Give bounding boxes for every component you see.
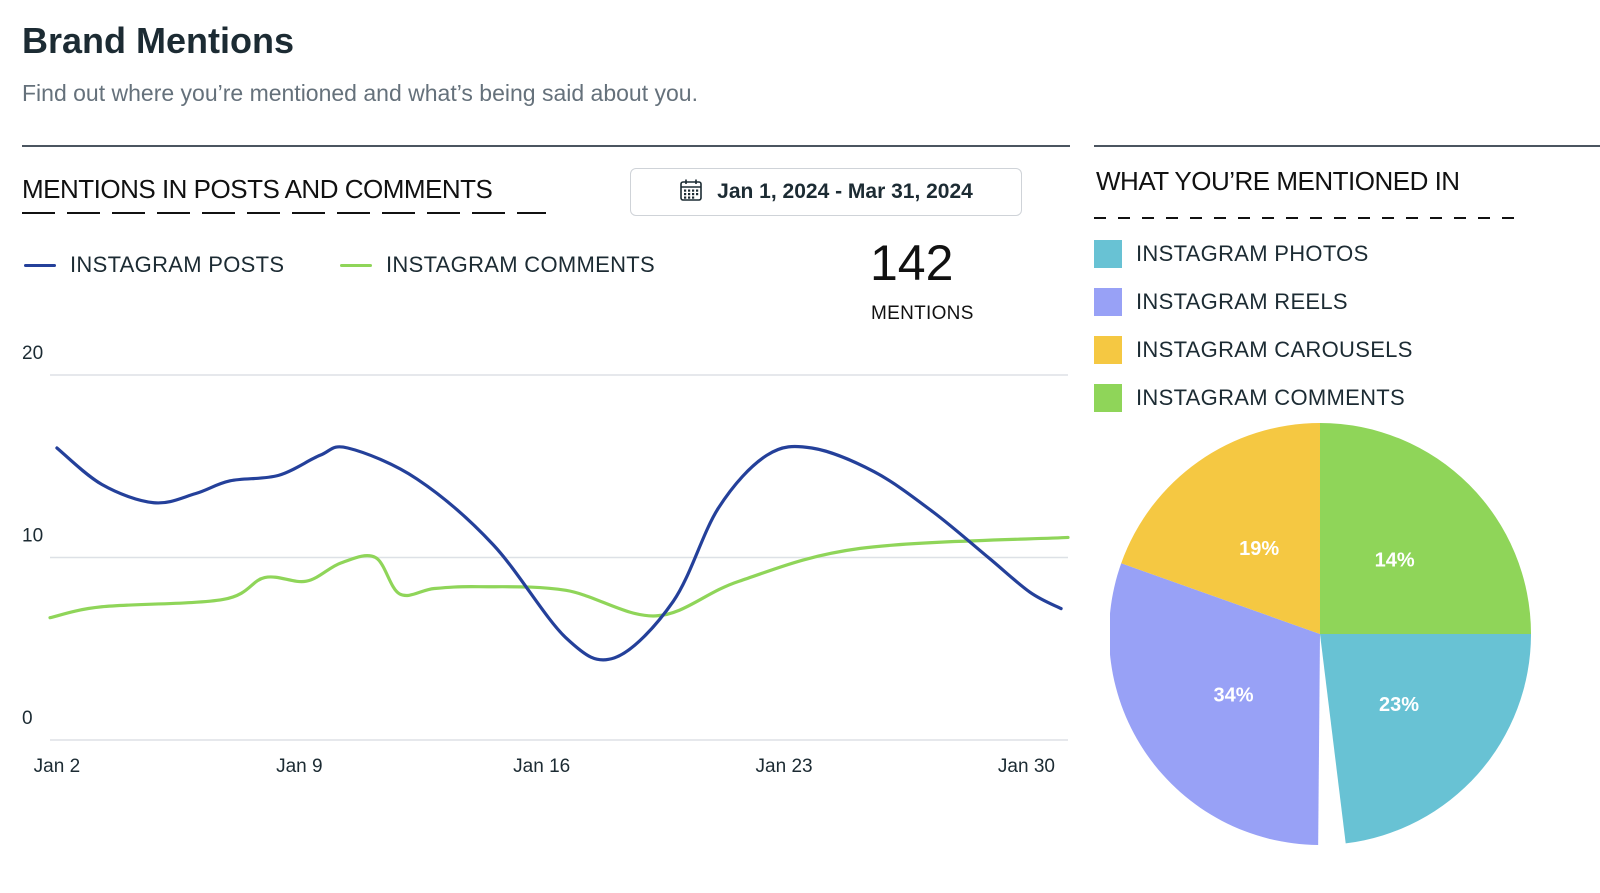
legend-label-comments: INSTAGRAM COMMENTS: [386, 252, 655, 277]
pie-legend-swatch-comments: [1094, 384, 1122, 412]
line-chart-title-underline: [22, 212, 546, 214]
pie-legend-item-photos[interactable]: INSTAGRAM PHOTOS: [1094, 240, 1369, 268]
date-range-label: Jan 1, 2024 - Mar 31, 2024: [717, 180, 973, 203]
pie-chart-title: WHAT YOU’RE MENTIONED IN: [1096, 166, 1460, 196]
pie-section-divider: [1094, 145, 1600, 147]
y-tick-label: 20: [22, 343, 43, 364]
x-tick-label: Jan 2: [34, 756, 80, 777]
pie-legend-swatch-carousels: [1094, 336, 1122, 364]
mentions-count: 142: [870, 235, 954, 291]
y-tick-label: 0: [22, 708, 33, 729]
x-tick-label: Jan 9: [276, 756, 322, 777]
pie-slice-photos[interactable]: [1320, 634, 1531, 844]
page-title: Brand Mentions: [22, 20, 295, 61]
pie-legend-item-comments[interactable]: INSTAGRAM COMMENTS: [1094, 384, 1405, 412]
pie-slice-label: 23%: [1379, 694, 1419, 716]
pie-legend-item-reels[interactable]: INSTAGRAM REELS: [1094, 288, 1348, 316]
line-chart-title: MENTIONS IN POSTS AND COMMENTS: [22, 174, 493, 204]
pie-slice-label: 34%: [1214, 684, 1254, 706]
pie-slice-comments[interactable]: [1320, 423, 1531, 634]
y-tick-label: 10: [22, 526, 43, 547]
pie-legend-label-reels: INSTAGRAM REELS: [1136, 289, 1348, 314]
pie-slice-label: 14%: [1375, 549, 1415, 571]
series-line-instagram-comments: [48, 535, 1070, 620]
legend-item-instagram-comments[interactable]: INSTAGRAM COMMENTS: [340, 252, 655, 278]
calendar-icon: [679, 178, 703, 207]
page-subtitle: Find out where you’re mentioned and what…: [22, 80, 698, 106]
series-line-instagram-posts: [55, 444, 1063, 662]
pie-legend-label-carousels: INSTAGRAM CAROUSELS: [1136, 337, 1413, 362]
pie-legend-swatch-photos: [1094, 240, 1122, 268]
section-divider: [22, 145, 1070, 147]
pie-slice-carousels[interactable]: [1121, 423, 1320, 634]
pie-chart: 23% 34% 19% 14%: [1110, 423, 1531, 845]
legend-swatch-comments: [340, 263, 372, 267]
pie-legend-swatch-reels: [1094, 288, 1122, 316]
pie-legend-label-comments: INSTAGRAM COMMENTS: [1136, 385, 1405, 410]
pie-chart-title-underline: [1094, 217, 1514, 219]
legend-item-instagram-posts[interactable]: INSTAGRAM POSTS: [24, 252, 284, 278]
x-tick-label: Jan 23: [756, 756, 813, 777]
x-tick-label: Jan 16: [513, 756, 570, 777]
legend-label-posts: INSTAGRAM POSTS: [70, 252, 285, 277]
legend-swatch-posts: [24, 263, 56, 267]
pie-slice-reels[interactable]: [1110, 563, 1320, 845]
pie-slice-label: 19%: [1239, 538, 1279, 560]
mentions-count-label: MENTIONS: [871, 303, 974, 324]
x-tick-label: Jan 30: [998, 756, 1055, 777]
date-range-button[interactable]: Jan 1, 2024 - Mar 31, 2024: [630, 168, 1022, 216]
line-chart: 20 10 0 Jan 2 Jan 9 Jan 16 Jan 23 Jan 30: [22, 343, 1070, 777]
pie-legend-item-carousels[interactable]: INSTAGRAM CAROUSELS: [1094, 336, 1413, 364]
pie-legend-label-photos: INSTAGRAM PHOTOS: [1136, 241, 1369, 266]
